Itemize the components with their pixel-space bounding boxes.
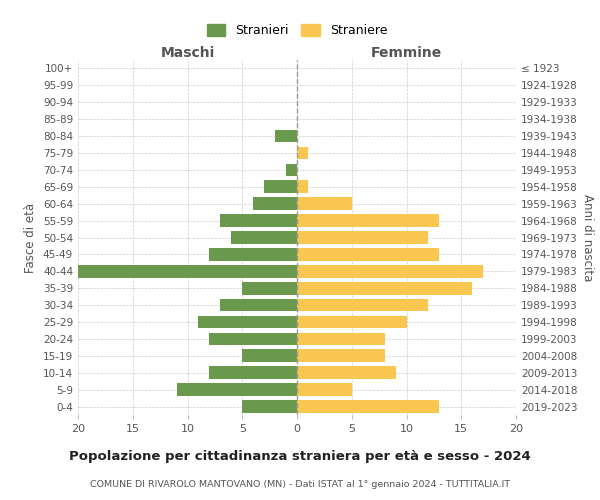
Bar: [209, 248, 297, 260]
Bar: [286, 164, 297, 176]
Bar: [253, 198, 297, 210]
Bar: [220, 214, 297, 227]
Bar: [297, 265, 483, 278]
Bar: [297, 146, 308, 160]
Bar: [297, 214, 439, 227]
Bar: [78, 265, 297, 278]
Bar: [275, 130, 297, 142]
Bar: [264, 180, 297, 193]
Bar: [232, 231, 297, 244]
Bar: [209, 366, 297, 379]
Legend: Stranieri, Straniere: Stranieri, Straniere: [206, 24, 388, 38]
Text: COMUNE DI RIVAROLO MANTOVANO (MN) - Dati ISTAT al 1° gennaio 2024 - TUTTITALIA.I: COMUNE DI RIVAROLO MANTOVANO (MN) - Dati…: [90, 480, 510, 489]
Bar: [297, 299, 428, 312]
Bar: [297, 366, 395, 379]
Bar: [220, 299, 297, 312]
Bar: [297, 384, 352, 396]
Bar: [242, 282, 297, 294]
Bar: [209, 332, 297, 345]
Bar: [242, 400, 297, 413]
Bar: [297, 198, 352, 210]
Bar: [297, 400, 439, 413]
Bar: [297, 332, 385, 345]
Bar: [242, 350, 297, 362]
Bar: [297, 282, 472, 294]
Bar: [199, 316, 297, 328]
Text: Maschi: Maschi: [160, 46, 215, 60]
Bar: [297, 316, 407, 328]
Bar: [297, 248, 439, 260]
Y-axis label: Fasce di età: Fasce di età: [25, 202, 37, 272]
Text: Popolazione per cittadinanza straniera per età e sesso - 2024: Popolazione per cittadinanza straniera p…: [69, 450, 531, 463]
Bar: [297, 180, 308, 193]
Bar: [297, 350, 385, 362]
Bar: [297, 231, 428, 244]
Y-axis label: Anni di nascita: Anni di nascita: [581, 194, 594, 281]
Text: Femmine: Femmine: [371, 46, 442, 60]
Bar: [176, 384, 297, 396]
